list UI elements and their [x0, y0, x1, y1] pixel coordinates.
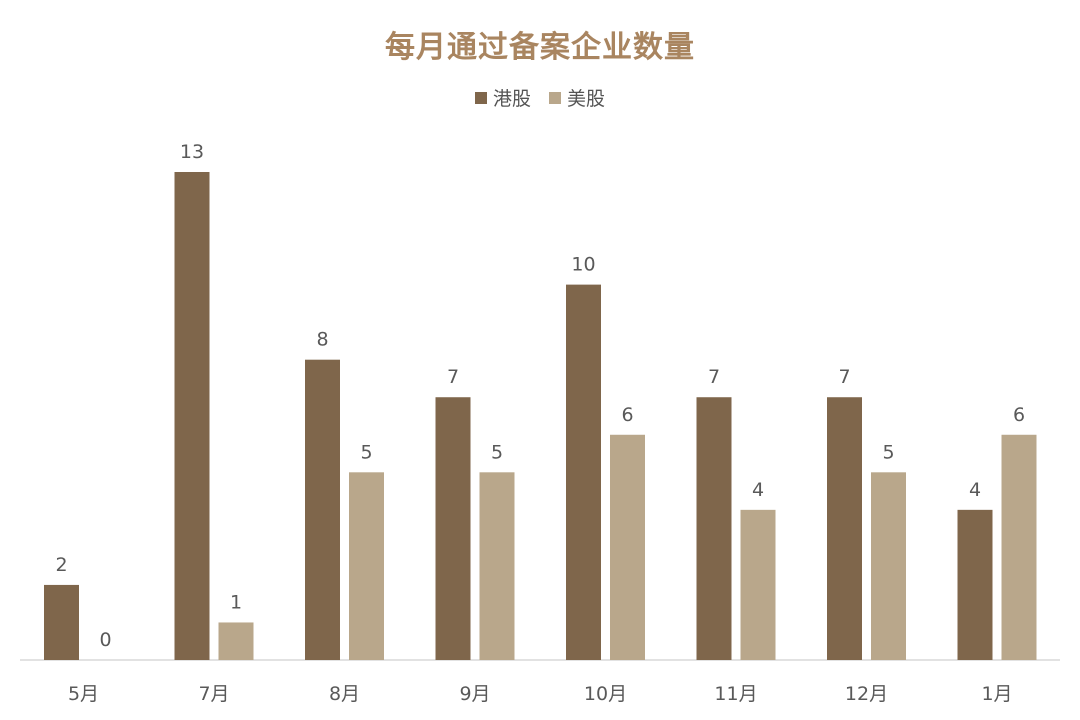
bar-us-1: [218, 622, 254, 660]
data-label-us-6: 5: [882, 441, 894, 463]
data-label-us-3: 5: [491, 441, 503, 463]
data-label-hk-5: 7: [708, 366, 720, 388]
legend-item-us: 美股: [549, 84, 605, 111]
data-label-hk-4: 10: [571, 254, 595, 276]
bar-hk-2: [305, 359, 340, 660]
data-label-us-0: 0: [99, 629, 111, 651]
bar-us-3: [479, 472, 515, 660]
chart-legend: 港股 美股: [0, 84, 1080, 111]
data-label-hk-1: 13: [180, 141, 204, 163]
bar-us-5: [740, 509, 776, 660]
bar-hk-6: [827, 397, 862, 660]
x-tick-label-4: 10月: [584, 683, 627, 705]
bar-hk-7: [957, 509, 993, 660]
legend-swatch-hk: [474, 91, 487, 104]
data-label-hk-6: 7: [838, 366, 850, 388]
data-label-hk-0: 2: [55, 554, 67, 576]
data-label-hk-3: 7: [447, 366, 459, 388]
legend-swatch-us: [549, 91, 561, 104]
bar-us-6: [871, 472, 906, 660]
data-label-us-7: 6: [1013, 404, 1025, 426]
data-label-hk-7: 4: [969, 479, 981, 501]
legend-item-hk: 港股: [474, 84, 531, 111]
bar-hk-4: [566, 284, 601, 660]
legend-label-hk: 港股: [492, 88, 531, 110]
bar-us-2: [349, 472, 384, 660]
bar-hk-3: [435, 397, 471, 660]
x-tick-label-5: 11月: [714, 683, 757, 705]
data-label-us-1: 1: [230, 591, 242, 613]
bar-hk-5: [696, 397, 732, 660]
data-label-us-2: 5: [360, 441, 372, 463]
bar-hk-1: [174, 172, 210, 660]
data-label-hk-2: 8: [316, 329, 328, 351]
legend-label-us: 美股: [567, 88, 606, 110]
x-tick-label-6: 12月: [845, 683, 888, 705]
bar-us-4: [610, 434, 645, 660]
data-label-us-5: 4: [752, 479, 764, 501]
chart-title: 每月通过备案企业数量: [385, 30, 695, 65]
x-tick-label-3: 9月: [459, 683, 490, 705]
x-tick-label-7: 1月: [981, 683, 1012, 705]
bar-us-7: [1001, 434, 1037, 660]
x-tick-label-2: 8月: [329, 683, 360, 705]
x-tick-label-0: 5月: [68, 683, 99, 705]
x-tick-label-1: 7月: [198, 683, 229, 705]
bar-hk-0: [44, 584, 79, 660]
data-label-us-4: 6: [621, 404, 633, 426]
